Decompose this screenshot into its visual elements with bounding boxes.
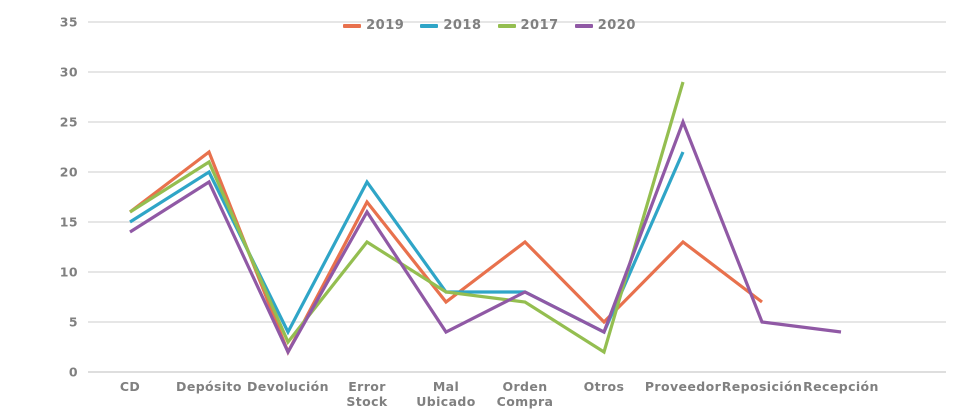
y-axis-tick-label: 10 xyxy=(60,265,78,280)
y-axis-tick-label: 35 xyxy=(60,15,78,30)
x-axis-category-label: Devolución xyxy=(247,379,329,394)
series-line-2017 xyxy=(129,81,685,355)
x-axis-category-label: CD xyxy=(120,379,140,394)
y-axis-tick-label: 20 xyxy=(60,165,78,180)
y-axis-tick-label: 15 xyxy=(60,215,78,230)
y-axis-tick-label: 5 xyxy=(69,315,78,330)
x-axis-category-label: Otros xyxy=(584,379,625,394)
y-axis-tick-label: 0 xyxy=(69,365,78,380)
x-axis-category-label: Mal Ubicado xyxy=(416,379,476,409)
x-axis-category-label: Orden Compra xyxy=(497,379,554,409)
y-axis-tick-label: 30 xyxy=(60,65,78,80)
x-axis-category-label: Proveedor xyxy=(645,379,722,394)
series-line-2020 xyxy=(129,117,842,356)
x-axis-category-label: Reposición xyxy=(722,379,803,394)
x-axis-category-label: Depósito xyxy=(176,379,242,394)
y-axis-tick-label: 25 xyxy=(60,115,78,130)
x-axis-category-label: Error Stock xyxy=(346,379,388,409)
x-axis-category-label: Recepción xyxy=(803,379,879,394)
series-line-2018 xyxy=(129,151,685,336)
